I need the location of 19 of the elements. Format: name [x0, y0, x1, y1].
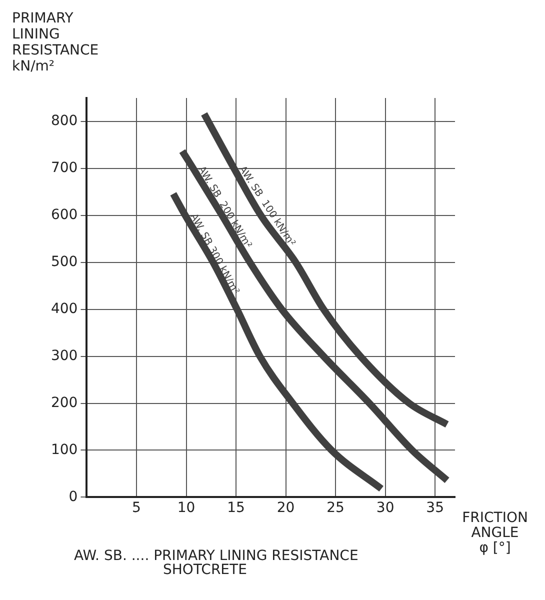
y-tick-label: 800 [50, 113, 78, 130]
x-axis-title: FRICTION ANGLE φ [°] [462, 510, 528, 556]
y-tick-label: 0 [68, 488, 78, 505]
x-tick-label: 30 [376, 500, 394, 516]
x-tick-label: 5 [132, 500, 141, 516]
y-tick-label: 400 [50, 300, 78, 317]
text: AW. SB. .... PRIMARY LINING RESISTANCE SHOTCRETE [74, 548, 358, 578]
y-tick-label: 600 [50, 207, 78, 224]
x-tick-label: 20 [276, 500, 295, 516]
y-tick-label: 200 [50, 394, 78, 411]
y-tick-label: 300 [50, 348, 78, 364]
x-tick-label: 15 [227, 500, 245, 516]
y-tick-label: 700 [50, 160, 78, 176]
y-axis-title: PRIMARY LINING RESISTANCE kN/m² [12, 10, 99, 75]
x-tick-label: 35 [426, 500, 444, 516]
x-tick-label: 25 [326, 500, 344, 516]
x-tick-label: 10 [177, 500, 196, 516]
y-tick-label: 500 [50, 254, 78, 270]
y-tick-label: 100 [50, 442, 78, 458]
